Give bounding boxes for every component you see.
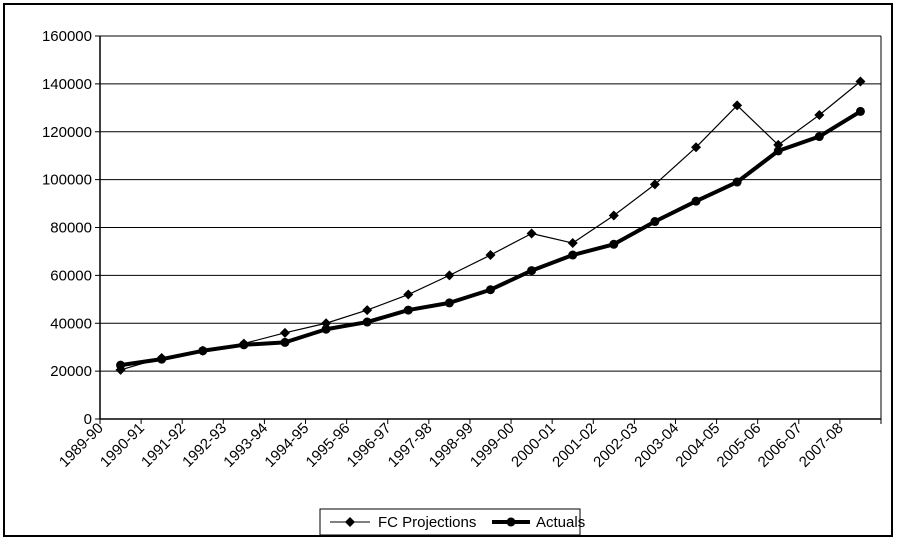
y-axis: 0 20000 40000 60000 80000 100000 120000 140000 1… — [42, 28, 101, 428]
x-tick-label: 1990-91 — [97, 420, 148, 471]
data-point-circle — [198, 346, 208, 356]
series-group — [115, 76, 866, 375]
y-tick-label: 160000 — [42, 28, 92, 45]
x-tick-label: 2006-07 — [755, 420, 806, 471]
legend-circle-marker — [506, 517, 516, 527]
data-point-circle — [444, 298, 454, 308]
x-tick-label: 2002-03 — [590, 420, 641, 471]
data-point-diamond — [814, 109, 825, 120]
data-point-circle — [855, 106, 865, 116]
x-tick-label: 2001-02 — [549, 420, 600, 471]
data-point-diamond — [403, 289, 414, 300]
series-line-fc-projections — [120, 81, 861, 371]
y-tick-label: 20000 — [50, 363, 92, 380]
x-tick-label: 1989-90 — [56, 420, 107, 471]
series-line-actuals — [120, 109, 862, 368]
data-point-diamond — [608, 210, 619, 221]
x-tick-label: 1996-97 — [344, 420, 395, 471]
data-point-diamond — [691, 142, 702, 153]
data-point-circle — [403, 305, 413, 315]
y-tick-label: 60000 — [50, 267, 92, 284]
data-point-circle — [527, 266, 537, 276]
legend-label-actuals: Actuals — [536, 514, 585, 531]
data-point-circle — [239, 340, 249, 350]
y-tick-label: 100000 — [42, 172, 92, 189]
data-point-circle — [691, 196, 701, 206]
data-point-circle — [814, 132, 824, 142]
data-point-circle — [362, 317, 372, 327]
gridlines — [100, 35, 882, 419]
legend-label-fc-projections: FC Projections — [378, 514, 476, 531]
data-point-circle — [568, 250, 578, 260]
x-tick-label: 2007-08 — [796, 420, 847, 471]
x-tick-label: 2000-01 — [508, 420, 559, 471]
x-tick-label: 1991-92 — [138, 420, 189, 471]
data-point-diamond — [444, 270, 455, 281]
data-point-circle — [116, 360, 126, 370]
data-point-diamond — [279, 327, 290, 338]
data-point-circle — [157, 354, 167, 364]
data-point-circle — [486, 285, 495, 295]
legend: FC Projections Actuals — [319, 508, 585, 536]
data-point-diamond — [362, 305, 373, 316]
data-point-circle — [650, 217, 660, 227]
data-point-diamond — [526, 228, 537, 239]
data-point-circle — [609, 239, 619, 249]
x-tick-label: 1992-93 — [179, 420, 230, 471]
data-point-diamond — [485, 250, 496, 261]
data-point-circle — [321, 324, 331, 334]
x-tick-label: 2003-04 — [631, 420, 682, 471]
y-tick-label: 140000 — [42, 76, 92, 93]
data-point-diamond — [649, 179, 660, 190]
legend-diamond-marker — [345, 517, 355, 527]
x-tick-label: 2004-05 — [672, 420, 723, 471]
x-tick-label: 1993-94 — [220, 420, 271, 471]
x-tick-label: 1999-00 — [467, 420, 518, 471]
x-axis: 1989-901990-911991-921992-931993-941994-… — [56, 418, 882, 471]
x-tick-label: 1995-96 — [303, 420, 354, 471]
data-point-circle — [773, 146, 783, 156]
x-tick-label: 2005-06 — [714, 420, 765, 471]
x-tick-label: 1997-98 — [385, 420, 436, 471]
data-point-diamond — [567, 238, 578, 249]
x-tick-label: 1994-95 — [261, 420, 312, 471]
y-tick-label: 40000 — [50, 315, 92, 332]
y-tick-label: 120000 — [42, 124, 92, 141]
y-tick-label: 80000 — [50, 220, 92, 237]
x-tick-label: 1998-99 — [426, 420, 477, 471]
y-tick-label: 0 — [84, 411, 92, 428]
data-point-circle — [732, 177, 742, 187]
data-point-diamond — [855, 76, 866, 87]
chart-frame — [3, 3, 893, 537]
data-point-diamond — [732, 100, 743, 111]
data-point-circle — [280, 337, 290, 347]
